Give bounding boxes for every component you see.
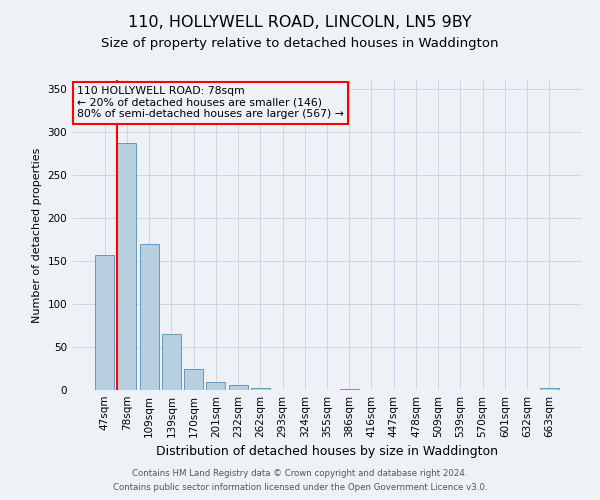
Text: 110, HOLLYWELL ROAD, LINCOLN, LN5 9BY: 110, HOLLYWELL ROAD, LINCOLN, LN5 9BY — [128, 15, 472, 30]
Bar — [162, 334, 181, 390]
Bar — [251, 388, 270, 390]
Bar — [206, 382, 225, 390]
Text: Size of property relative to detached houses in Waddington: Size of property relative to detached ho… — [101, 38, 499, 51]
Bar — [540, 388, 559, 390]
Bar — [95, 255, 114, 390]
Text: 110 HOLLYWELL ROAD: 78sqm
← 20% of detached houses are smaller (146)
80% of semi: 110 HOLLYWELL ROAD: 78sqm ← 20% of detac… — [77, 86, 344, 120]
Bar — [340, 389, 359, 390]
X-axis label: Distribution of detached houses by size in Waddington: Distribution of detached houses by size … — [156, 446, 498, 458]
Text: Contains public sector information licensed under the Open Government Licence v3: Contains public sector information licen… — [113, 484, 487, 492]
Text: Contains HM Land Registry data © Crown copyright and database right 2024.: Contains HM Land Registry data © Crown c… — [132, 468, 468, 477]
Bar — [140, 244, 158, 390]
Bar — [184, 370, 203, 390]
Bar — [229, 385, 248, 390]
Y-axis label: Number of detached properties: Number of detached properties — [32, 148, 42, 322]
Bar — [118, 143, 136, 390]
